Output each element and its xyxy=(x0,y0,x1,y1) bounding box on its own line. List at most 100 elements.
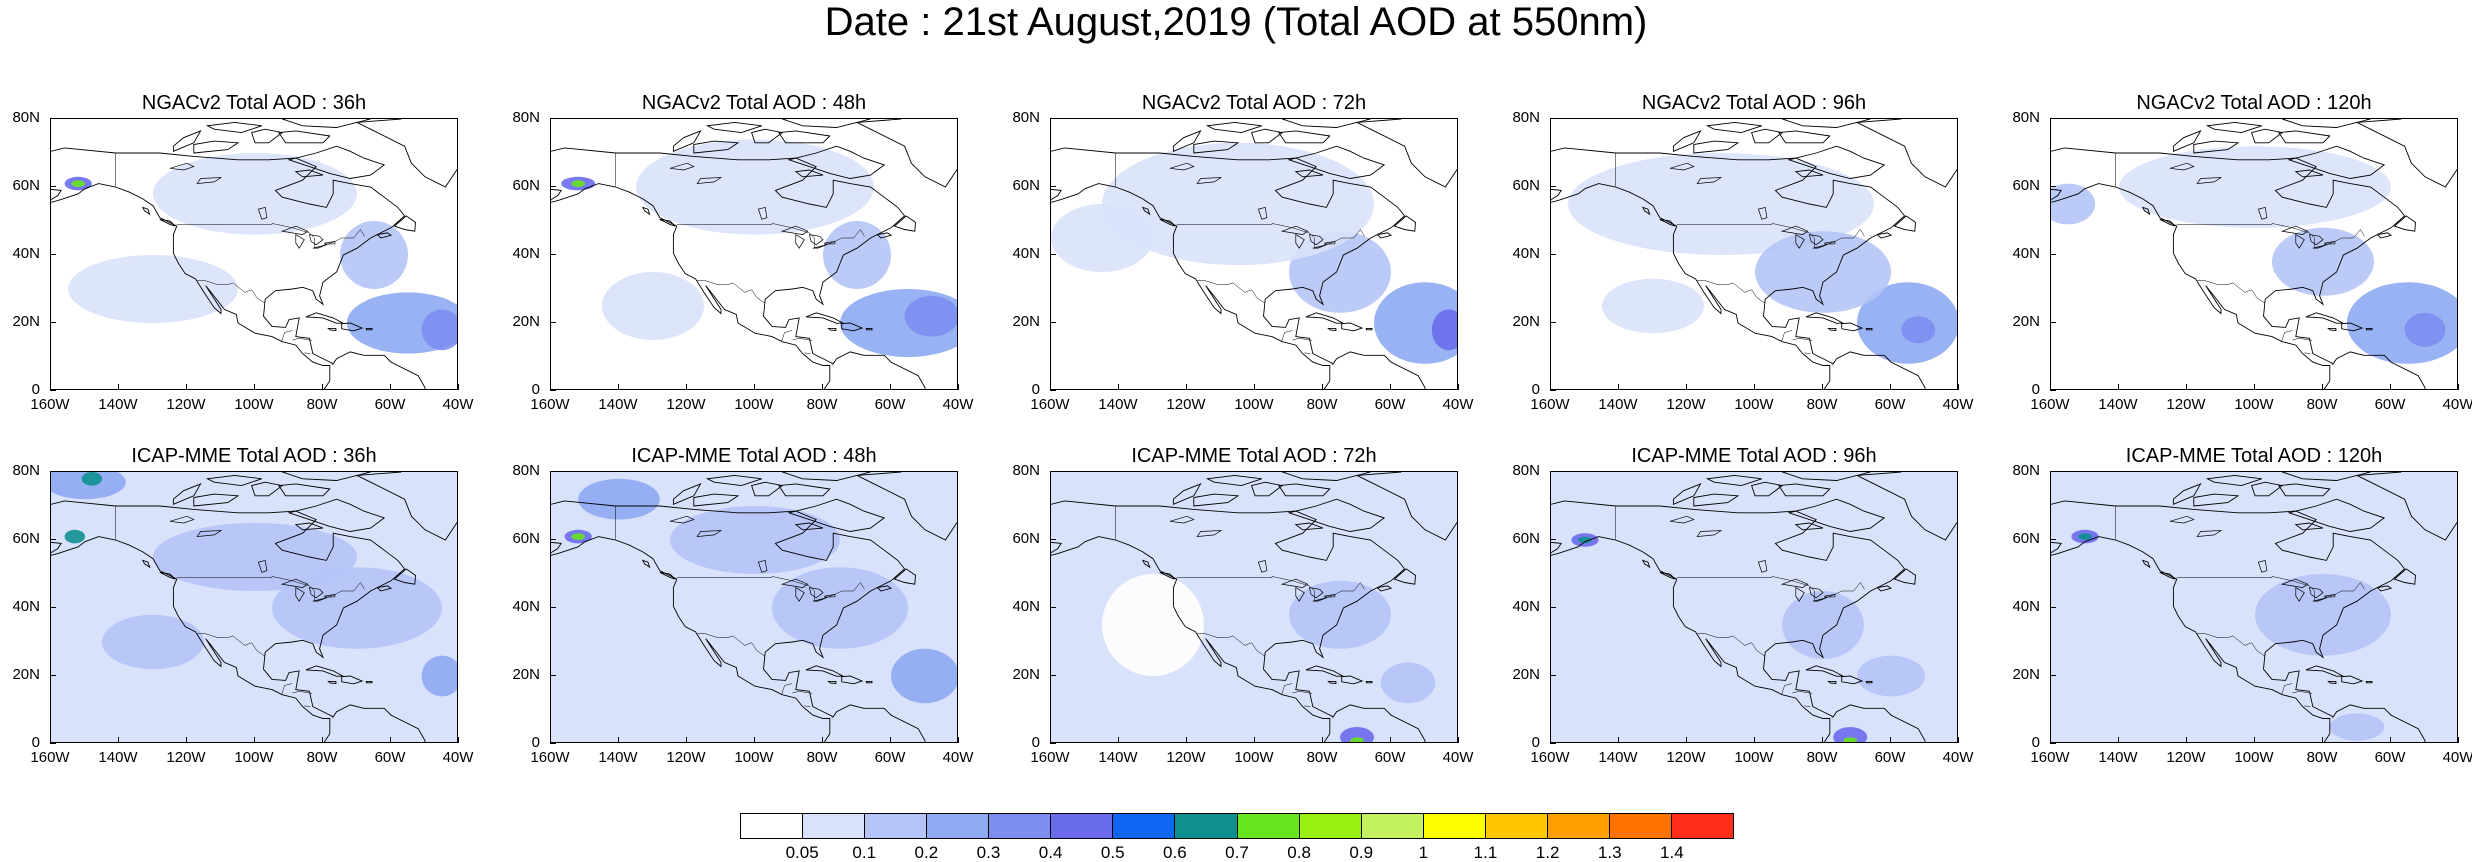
latitude-tick-label: 20N xyxy=(1012,666,1040,683)
island-outline xyxy=(1893,215,1916,232)
island-outline xyxy=(1659,218,1676,227)
latitude-tick-label: 0 xyxy=(31,734,40,751)
island-outline xyxy=(305,665,345,677)
arctic-island-outline xyxy=(2278,483,2331,497)
aod-plume xyxy=(1289,580,1391,649)
arctic-island-outline xyxy=(172,130,202,152)
longitude-tick xyxy=(549,384,551,390)
country-border xyxy=(1697,633,1765,657)
country-border xyxy=(2176,576,2365,602)
longitude-tick-label: 80W xyxy=(1806,396,1838,413)
lake-outline xyxy=(1757,206,1768,220)
lake-outline xyxy=(780,225,809,235)
arctic-island-outline xyxy=(1855,119,1957,188)
country-border xyxy=(1792,338,1813,341)
latitude-tick xyxy=(1550,253,1556,255)
aod-plume xyxy=(1602,278,1704,334)
longitude-tick xyxy=(1321,737,1323,743)
colorbar-swatch xyxy=(803,814,866,838)
latitude-tick-label: 80N xyxy=(1512,109,1540,126)
aod-plume xyxy=(578,478,660,520)
longitude-tick-label: 40W xyxy=(942,396,974,413)
country-border xyxy=(1831,716,1834,719)
longitude-tick-label: 100W xyxy=(1234,396,1274,413)
arctic-island-outline xyxy=(672,483,702,505)
latitude-tick xyxy=(2050,470,2056,472)
country-border xyxy=(331,716,334,719)
longitude-tick xyxy=(457,384,459,390)
longitude-tick-label: 160W xyxy=(30,749,70,766)
arctic-island-outline xyxy=(1355,119,1457,188)
country-border xyxy=(1676,223,1865,249)
longitude-tick xyxy=(549,737,551,743)
island-outline xyxy=(341,675,364,685)
island-outline xyxy=(1305,312,1345,324)
island-outline xyxy=(2305,312,2345,324)
longitude-tick-label: 120W xyxy=(2166,396,2206,413)
arctic-island-outline xyxy=(1787,498,1886,532)
latitude-tick xyxy=(1050,538,1056,540)
arctic-island-outline xyxy=(1287,498,1386,532)
arctic-island-outline xyxy=(782,472,871,481)
map-plot-area xyxy=(550,118,958,390)
latitude-tick xyxy=(50,253,56,255)
longitude-tick xyxy=(2117,384,2119,390)
colorbar-swatch xyxy=(1485,814,1548,838)
lake-outline xyxy=(1780,225,1809,235)
arctic-island-outline xyxy=(1693,493,1740,507)
longitude-tick xyxy=(1389,737,1391,743)
longitude-tick xyxy=(617,737,619,743)
island-outline xyxy=(1159,571,1176,580)
longitude-tick-label: 80W xyxy=(806,396,838,413)
map-panel: ICAP-MME Total AOD : 96h 80N 60N 40N 20N 0 160… xyxy=(1500,445,2000,807)
arctic-island-outline xyxy=(2205,121,2262,134)
longitude-tick-label: 140W xyxy=(1098,396,1138,413)
longitude-tick xyxy=(49,384,51,390)
aod-plume xyxy=(51,472,126,500)
colorbar-label: 1.4 xyxy=(1660,843,1684,862)
aod-plume xyxy=(2119,146,2391,228)
longitude-tick-label: 160W xyxy=(1530,749,1570,766)
longitude-tick-label: 160W xyxy=(2030,396,2070,413)
island-outline xyxy=(641,206,651,216)
colorbar-label: 0.05 xyxy=(785,843,819,862)
island-outline xyxy=(1141,559,1151,569)
latitude-tick-label: 60N xyxy=(512,177,540,194)
lake-outline xyxy=(2196,530,2223,538)
arctic-island-outline xyxy=(1705,121,1762,134)
country-border xyxy=(1331,363,1334,366)
longitude-tick xyxy=(1753,737,1755,743)
colorbar-label: 0.1 xyxy=(852,843,877,862)
longitude-tick xyxy=(253,384,255,390)
aod-map xyxy=(51,472,457,742)
country-border xyxy=(197,280,265,304)
longitude-tick xyxy=(2049,737,2051,743)
aod-map xyxy=(551,119,957,389)
latitude-tick-label: 40N xyxy=(512,598,540,615)
map-plot-area xyxy=(50,118,458,390)
longitude-tick xyxy=(1185,384,1187,390)
map-plot-area xyxy=(1050,118,1458,390)
latitude-tick xyxy=(1050,742,1056,744)
longitude-tick-label: 60W xyxy=(1874,396,1906,413)
longitude-tick-label: 80W xyxy=(2306,396,2338,413)
aod-field-band xyxy=(1131,653,1311,733)
latitude-tick xyxy=(2050,742,2056,744)
arctic-island-outline xyxy=(1778,130,1831,144)
colorbar-label: 0.8 xyxy=(1287,843,1311,862)
coastline xyxy=(51,500,426,742)
country-border xyxy=(1281,330,1293,342)
colorbar-label: 0.4 xyxy=(1038,843,1063,862)
arctic-island-outline xyxy=(778,483,831,497)
island-outline xyxy=(327,680,337,684)
latitude-tick-label: 40N xyxy=(1512,598,1540,615)
longitude-tick-label: 160W xyxy=(30,396,70,413)
latitude-tick xyxy=(50,185,56,187)
arctic-island-outline xyxy=(2355,472,2457,541)
longitude-tick-label: 160W xyxy=(1530,396,1570,413)
longitude-tick xyxy=(889,737,891,743)
latitude-tick-label: 80N xyxy=(512,109,540,126)
longitude-tick xyxy=(185,737,187,743)
lake-outline xyxy=(324,240,336,245)
latitude-tick-label: 80N xyxy=(512,462,540,479)
